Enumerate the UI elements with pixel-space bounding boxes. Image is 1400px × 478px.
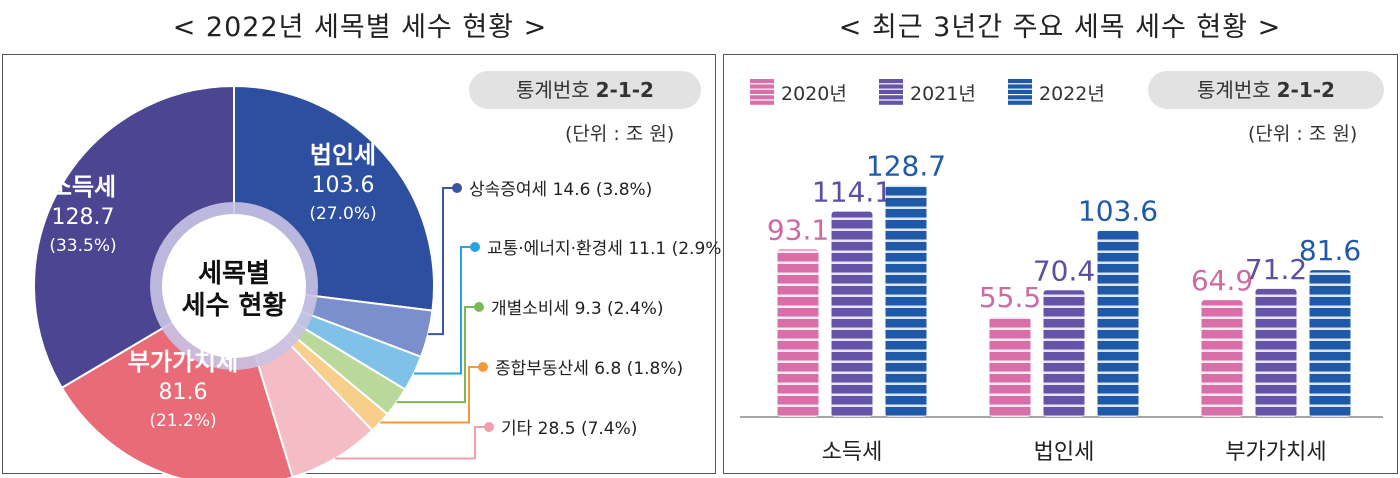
- bar: [777, 249, 819, 417]
- legend-swatch: [1008, 84, 1032, 89]
- callout-dot: [470, 242, 480, 252]
- unit-label: (단위 : 조 원): [565, 123, 675, 145]
- legend-swatch: [1008, 79, 1032, 84]
- legend-swatch: [879, 79, 903, 84]
- badge-code: 2-1-2: [595, 78, 654, 102]
- legend-label: 2022년: [1039, 83, 1105, 105]
- stat-number-badge: 통계번호 2-1-2: [1148, 71, 1384, 109]
- callout-leader: [335, 426, 487, 460]
- callout-dot: [478, 362, 488, 372]
- center-label: 세목별: [198, 259, 270, 289]
- left-chart-title: < 2022년 세목별 세수 현황 >: [172, 12, 548, 43]
- x-tick-label: 소득세: [822, 440, 883, 465]
- legend-swatch: [750, 89, 774, 94]
- slice-label: 법인세: [310, 141, 376, 169]
- legend-entry: 2020년: [750, 79, 847, 105]
- slice-value: 128.7: [52, 205, 115, 230]
- slice-label: 부가가치세: [128, 348, 238, 376]
- legend-entry: 2022년: [1008, 79, 1105, 105]
- legend-swatch: [879, 89, 903, 94]
- bar: [989, 317, 1031, 417]
- badge-label: 통계번호: [516, 78, 590, 102]
- callout-label: 개별소비세 9.3 (2.4%): [491, 299, 664, 319]
- slice-percent: (27.0%): [309, 204, 376, 224]
- slice-label: 소득세: [50, 173, 116, 201]
- bar-value-label: 128.7: [866, 149, 946, 182]
- slice-percent: (21.2%): [149, 411, 216, 431]
- callout-leader: [413, 246, 473, 375]
- legend-swatch: [1008, 100, 1032, 105]
- bar-value-label: 70.4: [1033, 254, 1095, 287]
- legend-label: 2020년: [781, 83, 847, 105]
- legend-swatch: [1008, 89, 1032, 94]
- center-label: 세수 현황: [182, 291, 287, 321]
- bar: [1097, 230, 1139, 417]
- callout-dot: [474, 302, 484, 312]
- donut-hole: [162, 214, 306, 358]
- bar-value-label: 114.1: [812, 176, 892, 209]
- bar: [1255, 288, 1297, 417]
- legend-swatch: [750, 95, 774, 100]
- slice-value: 81.6: [159, 380, 208, 405]
- pie-chart-panel: 통계번호 2-1-2 (단위 : 조 원) 세목별 세수 현황 법인세 103.6 (27…: [2, 54, 728, 478]
- legend-entry: 2021년: [879, 79, 976, 105]
- legend-swatch: [879, 84, 903, 89]
- callout-leader: [428, 187, 455, 336]
- bar: [1043, 290, 1085, 417]
- x-tick-label: 법인세: [1034, 440, 1095, 465]
- bar-value-label: 81.6: [1299, 234, 1361, 267]
- callout-label: 종합부동산세 6.8 (1.8%): [495, 359, 683, 379]
- callout-dot: [484, 422, 494, 432]
- bar-value-label: 71.2: [1245, 253, 1307, 286]
- badge-code: 2-1-2: [1276, 78, 1335, 102]
- legend-swatch: [879, 100, 903, 105]
- callout-leader: [396, 306, 477, 404]
- bar: [1309, 270, 1351, 417]
- callout-label: 상속증여세 14.6 (3.8%): [469, 180, 652, 200]
- slice-value: 103.6: [312, 173, 375, 198]
- callout-leader: [380, 366, 481, 424]
- bar-value-label: 64.9: [1191, 264, 1253, 297]
- unit-label: (단위 : 조 원): [1248, 123, 1358, 145]
- bar-chart-panel: 통계번호 2-1-2 (단위 : 조 원) 2020년 2021년 2022년 93.1…: [723, 54, 1398, 474]
- legend-label: 2021년: [910, 83, 976, 105]
- legend-swatch: [1008, 95, 1032, 100]
- legend-swatch: [750, 84, 774, 89]
- legend-swatch: [750, 79, 774, 84]
- bar: [1201, 300, 1243, 417]
- bar-value-label: 103.6: [1078, 195, 1158, 228]
- stat-number-badge: 통계번호 2-1-2: [469, 71, 701, 109]
- bar-value-label: 93.1: [767, 213, 829, 246]
- callout-dot: [452, 183, 462, 193]
- bar-value-label: 55.5: [979, 281, 1041, 314]
- right-chart-title: < 최근 3년간 주요 세목 세수 현황 >: [838, 12, 1282, 43]
- badge-label: 통계번호: [1197, 78, 1271, 102]
- callout-label: 교통·에너지·환경세 11.1 (2.9%): [487, 239, 728, 259]
- x-tick-label: 부가가치세: [1225, 440, 1326, 465]
- slice-percent: (33.5%): [49, 236, 116, 256]
- legend-swatch: [750, 100, 774, 105]
- callout-label: 기타 28.5 (7.4%): [501, 419, 637, 439]
- bar: [885, 185, 927, 417]
- bar: [831, 211, 873, 417]
- legend-swatch: [879, 95, 903, 100]
